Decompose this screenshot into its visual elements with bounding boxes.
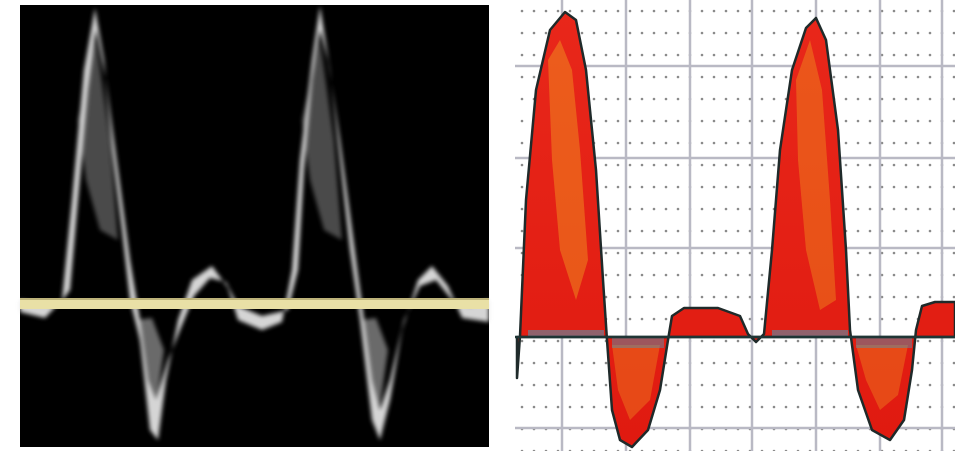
baseline-marker-edge (20, 298, 489, 300)
doppler-spectrum (20, 5, 489, 447)
color-waveform-plot (515, 0, 955, 451)
